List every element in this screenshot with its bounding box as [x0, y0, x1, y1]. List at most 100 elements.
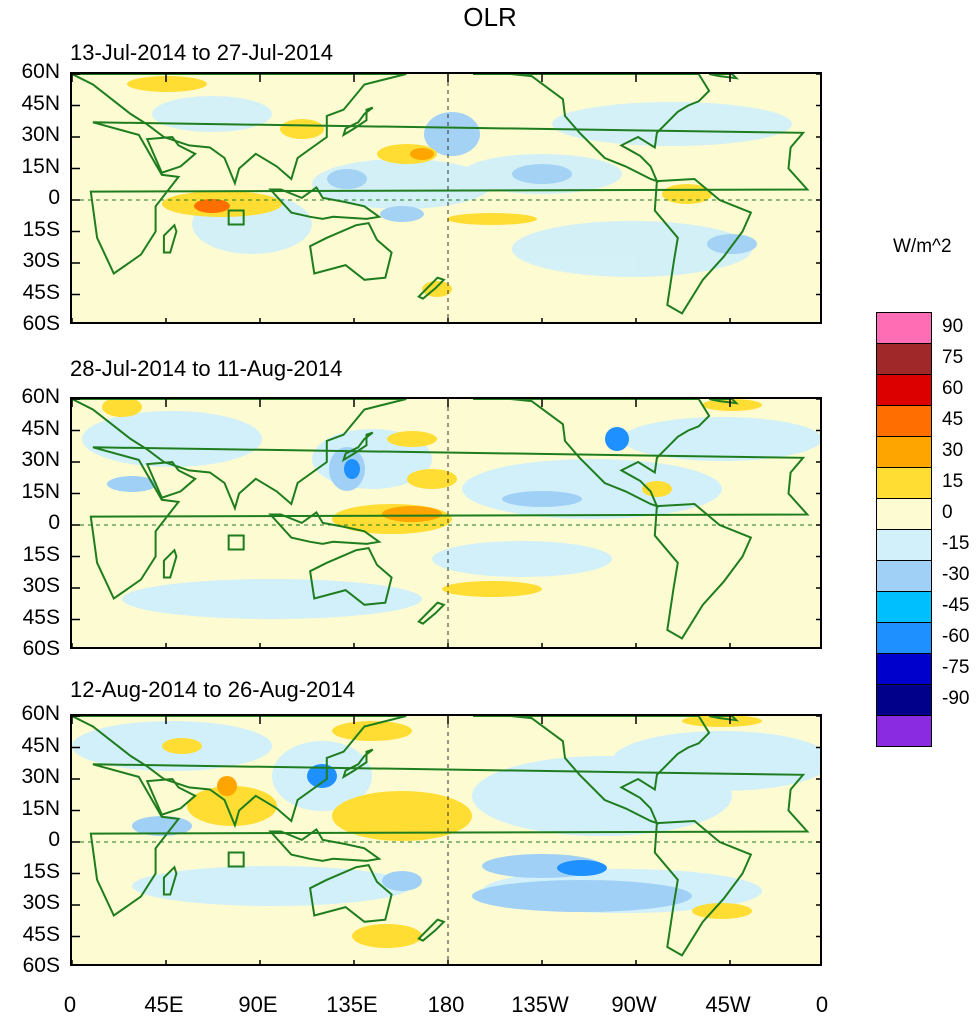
colorbar-level: -30 [942, 564, 970, 585]
colorbar-level: 75 [942, 347, 964, 368]
lat-label: 45S [22, 280, 60, 304]
lat-label: 30N [21, 123, 60, 146]
lon-label: 180 [427, 992, 465, 1017]
coastline-7 [341, 431, 374, 463]
coastline-9 [162, 223, 178, 254]
coastline-1 [72, 399, 407, 512]
lon-label: 45W [705, 992, 751, 1017]
coastlines [72, 399, 810, 640]
lat-label: 60N [21, 60, 60, 83]
lat-label: 60S [22, 312, 60, 335]
olr-map-1 [72, 74, 820, 322]
colorbar-swatch [876, 467, 932, 498]
lon-label: 135E [326, 992, 378, 1017]
map-panel-1 [70, 72, 822, 324]
coastline-3 [309, 221, 393, 281]
coastline-4 [473, 74, 711, 183]
lon-label: 135W [511, 992, 569, 1017]
lat-label: 60N [21, 385, 60, 408]
lat-label: 45S [22, 922, 60, 946]
coastline-9 [162, 548, 178, 579]
coastline-5 [653, 819, 753, 957]
lat-label: 45N [21, 91, 60, 115]
coastline-5 [653, 177, 753, 315]
lat-label: 30S [22, 891, 60, 914]
lat-label: 45N [21, 416, 60, 440]
colorbar-swatch [876, 684, 932, 715]
colorbar-swatch [876, 591, 932, 622]
coastline-8 [417, 276, 446, 300]
colorbar-swatch [876, 653, 932, 684]
coastlines [72, 74, 810, 315]
lon-label: 45E [144, 992, 184, 1017]
map-panel-2 [70, 397, 822, 649]
coastline-3 [309, 546, 393, 606]
lon-label: 0 [63, 992, 77, 1017]
coastline-6 [268, 510, 382, 545]
colorbar-level: -45 [942, 595, 970, 616]
coastline-5 [653, 502, 753, 640]
colorbar-level: 15 [942, 471, 964, 492]
colorbar-level: 0 [942, 502, 953, 523]
coastline-4 [473, 716, 711, 825]
index-box [227, 534, 245, 551]
coastline-1 [72, 716, 407, 829]
index-box [227, 851, 245, 868]
colorbar-level: -60 [942, 626, 970, 647]
coastlines [72, 716, 810, 957]
coastline-10 [708, 74, 740, 80]
lat-label: 60S [22, 637, 60, 660]
index-box [227, 209, 245, 226]
coastline-6 [268, 827, 382, 862]
lat-label: 60S [22, 954, 60, 977]
negative-anomaly-regions [72, 721, 820, 913]
lat-label: 45S [22, 605, 60, 629]
lat-label: 15N [21, 796, 60, 820]
coastline-8 [417, 918, 446, 942]
lat-label: 15N [21, 479, 60, 503]
colorbar-swatch [876, 436, 932, 467]
lat-label: 30S [22, 574, 60, 597]
colorbar-level: -15 [942, 533, 970, 554]
lat-label: 45N [21, 733, 60, 757]
coastline-10 [708, 716, 740, 722]
map-panel-3 [70, 714, 822, 966]
lat-label: 0 [48, 511, 60, 534]
coastline-0 [89, 121, 810, 275]
olr-map-2 [72, 399, 820, 647]
lat-label: 15N [21, 154, 60, 178]
lon-label: 0 [815, 992, 829, 1017]
colorbar-swatch [876, 343, 932, 374]
coastline-2 [145, 460, 197, 499]
coastline-3 [309, 863, 393, 923]
colorbar-swatch [876, 560, 932, 591]
negative-anomaly-regions [82, 411, 820, 619]
lon-label: 90E [238, 992, 278, 1017]
colorbar-swatch [876, 498, 932, 529]
colorbar [876, 312, 932, 747]
lat-label: 15S [22, 859, 60, 883]
colorbar-level: 30 [942, 440, 964, 461]
colorbar-swatch [876, 312, 932, 343]
coastline-7 [341, 106, 374, 138]
colorbar-level: 90 [942, 316, 964, 337]
lat-label: 0 [48, 828, 60, 851]
panel-2-label: 28-Jul-2014 to 11-Aug-2014 [70, 356, 343, 381]
positive-anomaly-regions [102, 399, 762, 597]
coastline-10 [708, 399, 740, 405]
coastline-9 [162, 865, 178, 896]
colorbar-swatch [876, 529, 932, 560]
colorbar-swatch [876, 715, 932, 747]
lat-label: 15S [22, 542, 60, 566]
colorbar-swatch [876, 405, 932, 436]
lat-label: 15S [22, 217, 60, 241]
colorbar-level: 60 [942, 378, 964, 399]
colorbar-level: -75 [942, 657, 970, 678]
coastline-0 [89, 446, 810, 600]
positive-anomaly-regions [162, 716, 762, 948]
lat-label: 30N [21, 765, 60, 788]
coastline-8 [417, 601, 446, 625]
lat-label: 0 [48, 186, 60, 209]
coastline-2 [145, 777, 197, 816]
lat-label: 60N [21, 702, 60, 725]
